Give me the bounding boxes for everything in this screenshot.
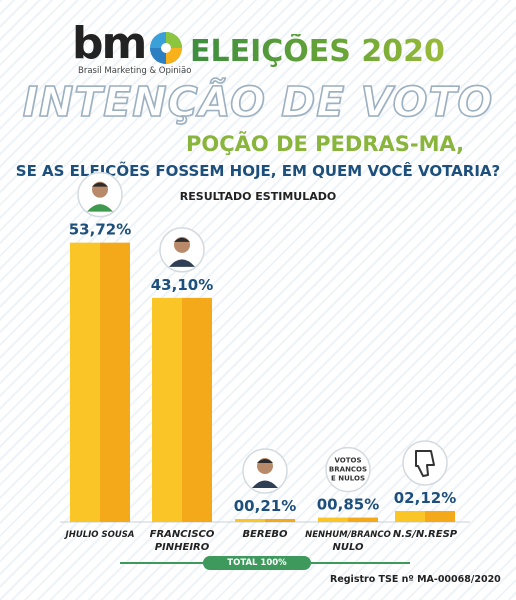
bar-right-half — [100, 242, 130, 522]
bar-left-half — [395, 510, 425, 522]
badge-text-line: VOTOS — [334, 457, 361, 465]
bar-right-half — [425, 510, 455, 522]
bar-3 — [318, 517, 378, 522]
category-label: NULO — [332, 542, 364, 553]
page-headline: INTENÇÃO DE VOTO — [22, 77, 494, 127]
value-label: 53,72% — [69, 221, 131, 239]
person-body — [87, 204, 113, 212]
badge-text-line: E NULOS — [331, 475, 365, 483]
category-label: FRANCISCO — [150, 529, 215, 540]
city-name: POÇÃO DE PEDRAS-MA, — [186, 132, 465, 156]
candidate-photo-icon — [77, 171, 123, 218]
person-hair — [257, 459, 273, 463]
value-label: 02,12% — [394, 489, 456, 507]
badge-circle — [325, 446, 371, 493]
candidate-photo-icon — [159, 227, 205, 273]
logo-globe-icon — [150, 32, 182, 64]
category-label: NENHUM/BRANCO — [305, 530, 391, 540]
bar-right-half — [348, 517, 378, 522]
brand-logo: bm Brasil Marketing & Opinião — [72, 18, 191, 82]
category-label: BEREBO — [242, 529, 288, 540]
bar-left-half — [235, 519, 265, 522]
person-hair — [92, 182, 108, 187]
bar-left-half — [152, 297, 182, 522]
value-labels-group: 53,72% 43,10% 00,21% 00,85% 02,12% — [69, 221, 456, 515]
bar-left-half — [70, 242, 100, 522]
value-label: 43,10% — [151, 276, 213, 294]
person-body — [169, 259, 195, 267]
category-label: N.S/N.RESP — [393, 529, 458, 540]
bar-right-half — [182, 297, 212, 522]
candidate-photo-icon — [242, 448, 288, 494]
registry-number: Registro TSE nº MA-00068/2020 — [330, 574, 501, 585]
logo-subtitle: Brasil Marketing & Opinião — [78, 66, 192, 76]
hand-shape — [415, 449, 435, 477]
survey-question: SE AS ELEIÇÕES FOSSEM HOJE, EM QUEM VOCÊ… — [15, 162, 501, 180]
bar-right-half — [265, 519, 295, 522]
thumbs-down-icon — [402, 440, 448, 486]
bar-2 — [235, 519, 295, 522]
result-type: RESULTADO ESTIMULADO — [179, 190, 337, 203]
category-label: JHULIO SOUSA — [64, 530, 135, 540]
person-hair — [174, 237, 190, 242]
bar-left-half — [318, 517, 348, 522]
bar-4 — [395, 510, 455, 522]
elections-title: ELEIÇÕES 2020 — [190, 34, 445, 69]
person-body — [252, 480, 278, 488]
bar-1 — [152, 297, 212, 522]
total-badge: TOTAL 100% — [203, 556, 311, 570]
bar-0 — [70, 242, 130, 522]
badge-circle — [402, 440, 448, 486]
bars-group — [70, 242, 455, 522]
badge-text-line: BRANCOS — [329, 466, 367, 474]
category-labels-group: JHULIO SOUSA FRANCISCO PINHEIRO BEREBO NENHU… — [64, 529, 458, 553]
logo-wordmark: bm — [72, 18, 147, 69]
category-label: PINHEIRO — [155, 542, 210, 553]
value-label: 00,21% — [234, 497, 296, 515]
value-label: 00,85% — [317, 496, 379, 514]
